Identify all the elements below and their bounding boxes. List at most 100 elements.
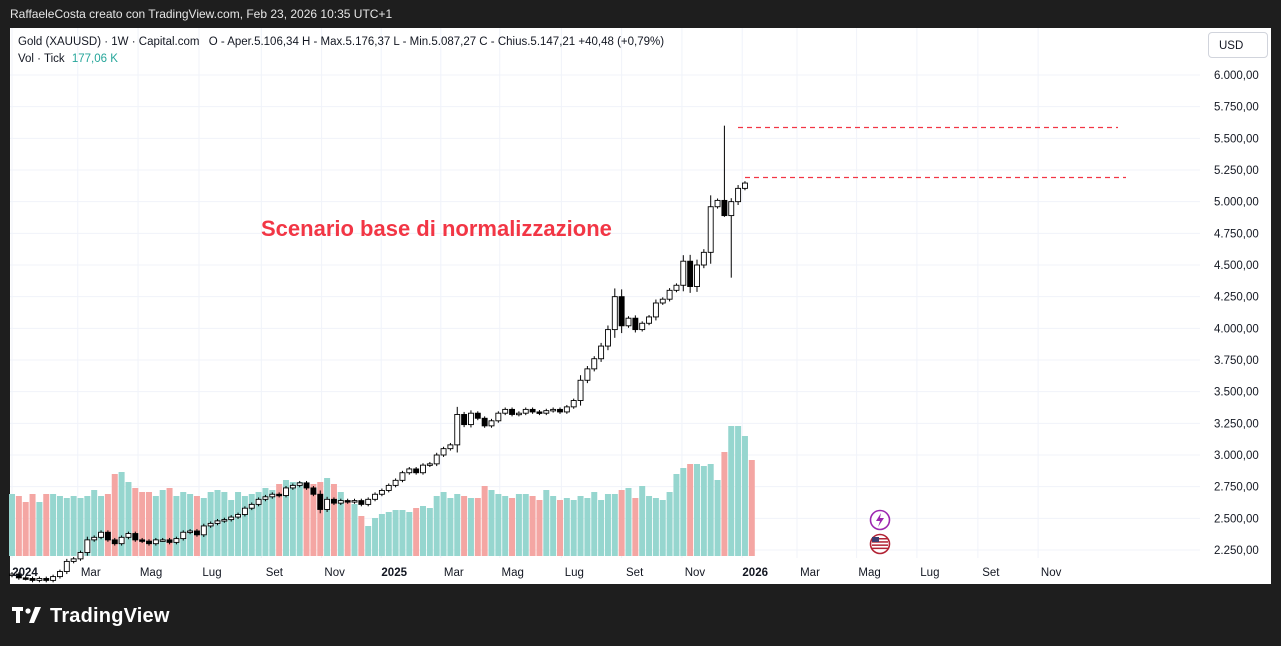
- candle-up: [488, 420, 495, 427]
- candle-down: [139, 539, 146, 542]
- volume-bar: [98, 496, 105, 556]
- volume-value: 177,06 K: [71, 53, 118, 65]
- volume-bar: [289, 482, 296, 556]
- candlesticks: [9, 125, 748, 583]
- volume-bar: [262, 488, 269, 556]
- flag-stripe: [872, 544, 888, 546]
- currency-button[interactable]: USD: [1208, 32, 1268, 58]
- volume-bar: [9, 494, 15, 556]
- volume-bar: [543, 490, 550, 556]
- flag-stripe: [872, 541, 888, 543]
- volume-bar: [481, 486, 488, 556]
- candle-down: [529, 408, 536, 413]
- candle-up: [125, 533, 132, 538]
- flag-canton: [872, 537, 879, 542]
- candle-up: [36, 578, 43, 581]
- candle-up: [378, 490, 385, 495]
- candle-up: [63, 560, 70, 572]
- candle-down: [474, 412, 481, 419]
- lightning-bolt: [876, 513, 884, 527]
- time-axis-label: 2024: [12, 567, 38, 579]
- candle-up: [577, 379, 584, 401]
- volume-bar: [296, 482, 303, 556]
- volume-bar: [707, 464, 714, 556]
- volume-bar: [454, 494, 461, 556]
- volume-bar: [104, 494, 111, 556]
- volume-bar: [632, 498, 639, 556]
- volume-bar: [324, 478, 331, 556]
- time-axis-label: Nov: [685, 567, 706, 579]
- symbol-legend-row[interactable]: Gold (XAUUSD) · 1W · Capital.com O - Ape…: [18, 34, 664, 51]
- ohlc-values: O - Aper.5.106,34 H - Max.5.176,37 L - M…: [208, 36, 665, 48]
- price-axis-label: 3.250,00: [1214, 418, 1259, 430]
- volume-bar: [426, 508, 433, 556]
- price-axis-label: 5.000,00: [1214, 197, 1259, 209]
- volume-bar: [522, 494, 529, 556]
- volume-bar: [310, 484, 317, 556]
- attribution-text: RaffaeleCosta creato con TradingView.com…: [10, 7, 393, 21]
- chart-legend: Gold (XAUUSD) · 1W · Capital.com O - Ape…: [18, 34, 664, 68]
- candle-up: [296, 482, 303, 486]
- candle-up: [9, 573, 15, 577]
- candle-down: [461, 414, 468, 426]
- candle-up: [57, 571, 63, 578]
- candle-up: [207, 522, 214, 527]
- volume-bar: [43, 494, 50, 556]
- candle-up: [735, 187, 742, 203]
- candle-down: [15, 573, 22, 579]
- volume-bar: [70, 496, 77, 556]
- volume-bar: [221, 492, 228, 556]
- volume-bar: [36, 502, 43, 556]
- tradingview-logo[interactable]: TradingView: [12, 603, 170, 629]
- candle-up: [433, 454, 440, 465]
- volume-bar: [618, 490, 625, 556]
- volume-bar: [604, 494, 611, 556]
- volume-bar: [241, 496, 248, 556]
- chart-grid: [10, 28, 1200, 558]
- volume-bar: [721, 452, 728, 556]
- candle-up: [289, 484, 296, 489]
- candle-up: [91, 536, 98, 541]
- time-axis-label: Lug: [565, 567, 584, 579]
- candle-up: [406, 468, 413, 474]
- candle-down: [687, 260, 694, 287]
- volume-bar: [433, 496, 440, 556]
- volume-bar: [351, 504, 358, 556]
- volume-bar: [639, 486, 646, 556]
- volume-bar: [248, 494, 255, 556]
- candle-up: [598, 345, 605, 360]
- time-axis-label: Mag: [502, 567, 524, 579]
- candle-down: [22, 577, 29, 580]
- price-axis-label: 5.250,00: [1214, 165, 1259, 177]
- symbol-info: Gold (XAUUSD) · 1W · Capital.com: [18, 36, 200, 48]
- candle-up: [700, 251, 707, 266]
- candle-up: [399, 472, 406, 481]
- candle-up: [351, 500, 358, 503]
- tradingview-logo-icon: [12, 607, 41, 623]
- volume-bars: [9, 426, 755, 556]
- price-axis-label: 2.250,00: [1214, 545, 1259, 557]
- price-axis-label: 6.000,00: [1214, 70, 1259, 82]
- time-axis-label: 2026: [742, 567, 768, 579]
- volume-legend-row[interactable]: Vol · Tick 177,06 K: [18, 51, 664, 68]
- volume-bar: [557, 500, 563, 556]
- volume-bar: [591, 492, 598, 556]
- candle-down: [358, 500, 365, 505]
- candle-up: [563, 406, 570, 413]
- time-axis-label: Lug: [920, 567, 939, 579]
- time-axis: 2024 Mar Mag Lug Set Nov 2025 Mar Mag Lug Set Nov 20…: [12, 567, 1061, 579]
- candle-up: [426, 463, 433, 466]
- annotation-lines: [738, 126, 1126, 179]
- volume-bar: [741, 436, 748, 556]
- price-axis-label: 4.750,00: [1214, 228, 1259, 240]
- candle-down: [166, 539, 173, 543]
- candle-up: [228, 516, 235, 521]
- us-flag-event-badge: [869, 533, 891, 555]
- volume-bar: [84, 496, 91, 556]
- volume-bar: [447, 498, 454, 556]
- volume-bar: [344, 500, 351, 556]
- candle-up: [221, 519, 228, 522]
- candle-down: [481, 417, 488, 427]
- candle-down: [104, 531, 111, 541]
